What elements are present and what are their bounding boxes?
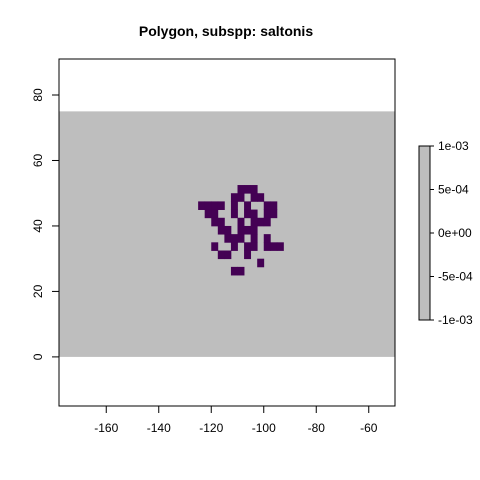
y-tick-label: 40 [31,219,45,233]
polygon-cell [250,217,258,227]
polygon-cell [198,201,206,210]
polygon-cell [263,217,271,227]
legend-label: 5e-04 [438,183,469,197]
polygon-cell [270,242,278,251]
polygon-cell [237,193,245,202]
polygon-cell [244,225,252,235]
polygon-cell [244,201,252,210]
polygon-cell [217,201,225,210]
polygon-cell [263,234,271,243]
polygon-cell [244,185,252,194]
polygon-cell [217,250,225,260]
polygon-cell [257,258,265,268]
polygon-cell [230,266,238,276]
legend: 1e-03 5e-04 0e+00 -5e-04 -1e-03 [418,139,473,327]
polygon-cell [204,209,212,219]
polygon-cell [230,242,238,251]
polygon-cell [211,217,219,227]
polygon-cell [270,201,278,210]
polygon-cell [263,201,271,210]
polygon-cell [244,242,252,251]
polygon-cell [250,185,258,194]
polygon-cell [217,217,225,227]
polygon-cell [250,193,258,202]
polygon-cell [250,209,258,219]
polygon-cell [270,209,278,219]
y-axis: 0 20 40 60 80 [31,88,60,360]
polygon-cell [211,242,219,251]
polygon-cell [224,250,232,260]
x-axis: -160 -140 -120 -100 -80 -60 [94,405,378,435]
chart-title: Polygon, subspp: saltonis [139,23,313,39]
polygon-cell [211,209,219,219]
polygon-cell [224,234,232,243]
polygon-cell [237,266,245,276]
polygon-cell [237,225,245,235]
polygon-cell [276,242,284,251]
x-tick-label: -140 [147,421,171,435]
x-tick-label: -100 [252,421,276,435]
polygon-cell [230,193,238,202]
legend-label: 1e-03 [438,139,469,153]
polygon-cell [237,185,245,194]
x-tick-label: -80 [308,421,326,435]
legend-label: -1e-03 [438,313,473,327]
polygon-cell [217,225,225,235]
x-tick-label: -120 [199,421,223,435]
polygon-cell [250,225,258,235]
polygon-cell [230,234,238,243]
legend-label: 0e+00 [438,226,472,240]
polygon-cell [257,193,265,202]
polygon-cell [263,242,271,251]
polygon-cell [204,201,212,210]
y-tick-label: 60 [31,153,45,167]
polygon-cell [250,242,258,251]
polygon-cell [230,201,238,210]
polygon-cell [237,217,245,227]
x-tick-label: -60 [360,421,378,435]
legend-label: -5e-04 [438,270,473,284]
polygon-cell [244,250,252,260]
legend-colorbar [418,145,431,321]
polygon-cell [257,217,265,227]
polygon-cell [237,234,245,243]
y-tick-label: 20 [31,284,45,298]
polygon-cell [250,234,258,243]
y-tick-label: 80 [31,88,45,102]
polygon-cells [198,185,284,276]
polygon-cell [224,225,232,235]
y-tick-label: 0 [31,353,45,360]
x-tick-label: -160 [94,421,118,435]
polygon-cell [244,209,252,219]
polygon-cell [211,201,219,210]
polygon-cell [263,209,271,219]
polygon-cell [230,209,238,219]
